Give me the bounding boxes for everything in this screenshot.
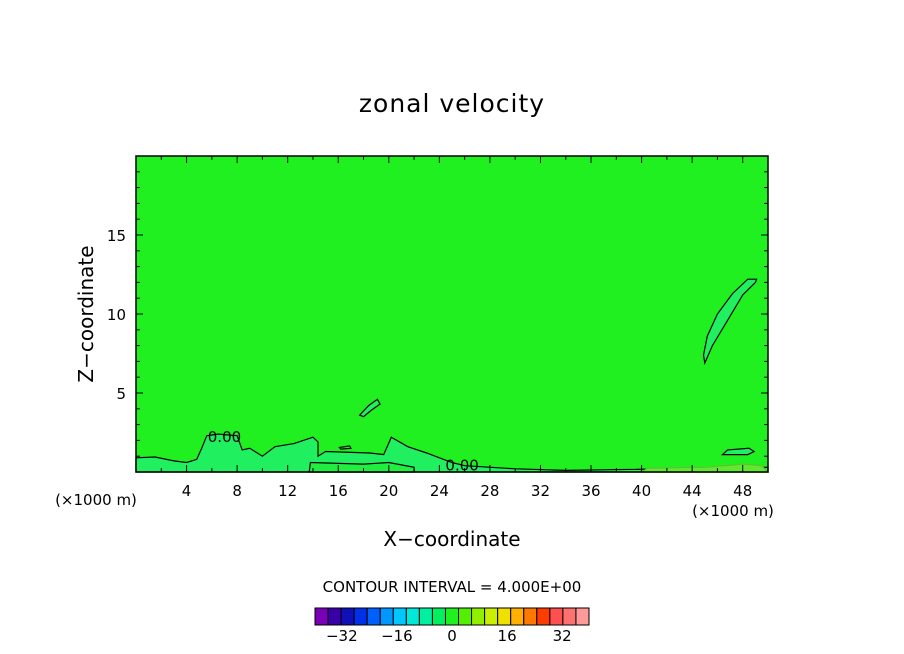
- colorbar-swatch: [431, 607, 446, 626]
- colorbar-swatch: [418, 607, 433, 626]
- x-tick-label: 8: [232, 482, 242, 500]
- contour-label: 0.00: [208, 428, 241, 446]
- x-unit-left: (×1000 m): [55, 491, 137, 509]
- colorbar-tick-label: 32: [553, 627, 572, 645]
- colorbar-swatch: [327, 607, 342, 626]
- colorbar-swatch: [379, 607, 394, 626]
- colorbar-labels: −32 −16 0 16 32: [326, 627, 572, 645]
- colorbar-swatch: [562, 607, 577, 626]
- colorbar-tick-label: 16: [498, 627, 517, 645]
- colorbar-swatch: [366, 607, 381, 626]
- colorbar-swatch: [405, 607, 420, 626]
- y-tick-label: 5: [116, 385, 126, 403]
- contour-region-dot: [338, 445, 352, 450]
- x-axis-title: X−coordinate: [383, 527, 520, 551]
- y-axis-title: Z−coordinate: [74, 245, 98, 382]
- colorbar-swatch: [392, 607, 407, 626]
- colorbar-swatch: [471, 607, 486, 626]
- x-unit-right: (×1000 m): [692, 502, 774, 520]
- colorbar-swatch: [484, 607, 499, 626]
- y-tick-label: 10: [107, 306, 126, 324]
- colorbar-swatch: [444, 607, 460, 626]
- colorbar-swatch: [549, 607, 564, 626]
- x-tick-label: 40: [632, 482, 651, 500]
- contour-labels: 0.00 0.00: [208, 428, 479, 474]
- y-tick-label: 15: [107, 227, 126, 245]
- x-tick-label: 44: [683, 482, 702, 500]
- colorbar-swatch: [353, 607, 368, 626]
- colorbar-tick-label: −32: [326, 627, 358, 645]
- colorbar-swatch: [314, 607, 329, 626]
- contour-label: 0.00: [445, 457, 478, 475]
- x-tick-label: 16: [329, 482, 348, 500]
- contour-layer: [135, 278, 770, 473]
- colorbar-tick-label: 0: [447, 627, 457, 645]
- x-tick-label: 36: [581, 482, 600, 500]
- colorbar: [314, 607, 590, 626]
- colorbar-swatch: [510, 607, 525, 626]
- x-tick-label: 4: [182, 482, 192, 500]
- plot-area: [136, 156, 768, 472]
- contour-region-blob: [358, 398, 381, 418]
- colorbar-swatch: [575, 607, 590, 626]
- contour-region-small: [308, 461, 415, 473]
- y-tick-labels: 5 10 15: [107, 227, 126, 403]
- x-tick-label: 28: [480, 482, 499, 500]
- colorbar-tick-label: −16: [381, 627, 413, 645]
- x-tick-label: 12: [278, 482, 297, 500]
- x-tick-label: 20: [379, 482, 398, 500]
- contour-region-ellipse: [702, 278, 758, 366]
- x-tick-label: 48: [733, 482, 752, 500]
- contour-region-surface: [135, 433, 769, 473]
- x-tick-label: 24: [430, 482, 449, 500]
- contour-region-right-blob: [720, 447, 756, 456]
- colorbar-swatch: [458, 607, 473, 626]
- axis-ticks: [135, 155, 769, 473]
- x-tick-labels: 4 8 12 16 20 24 28 32 36 40 44 48: [182, 482, 752, 500]
- colorbar-swatch: [536, 607, 551, 626]
- chart-title: zonal velocity: [359, 89, 545, 118]
- colorbar-swatch: [523, 607, 538, 626]
- x-tick-label: 32: [531, 482, 550, 500]
- colorbar-swatch: [497, 607, 512, 626]
- contour-interval-text: CONTOUR INTERVAL = 4.000E+00: [323, 578, 582, 596]
- colorbar-swatch: [340, 607, 355, 626]
